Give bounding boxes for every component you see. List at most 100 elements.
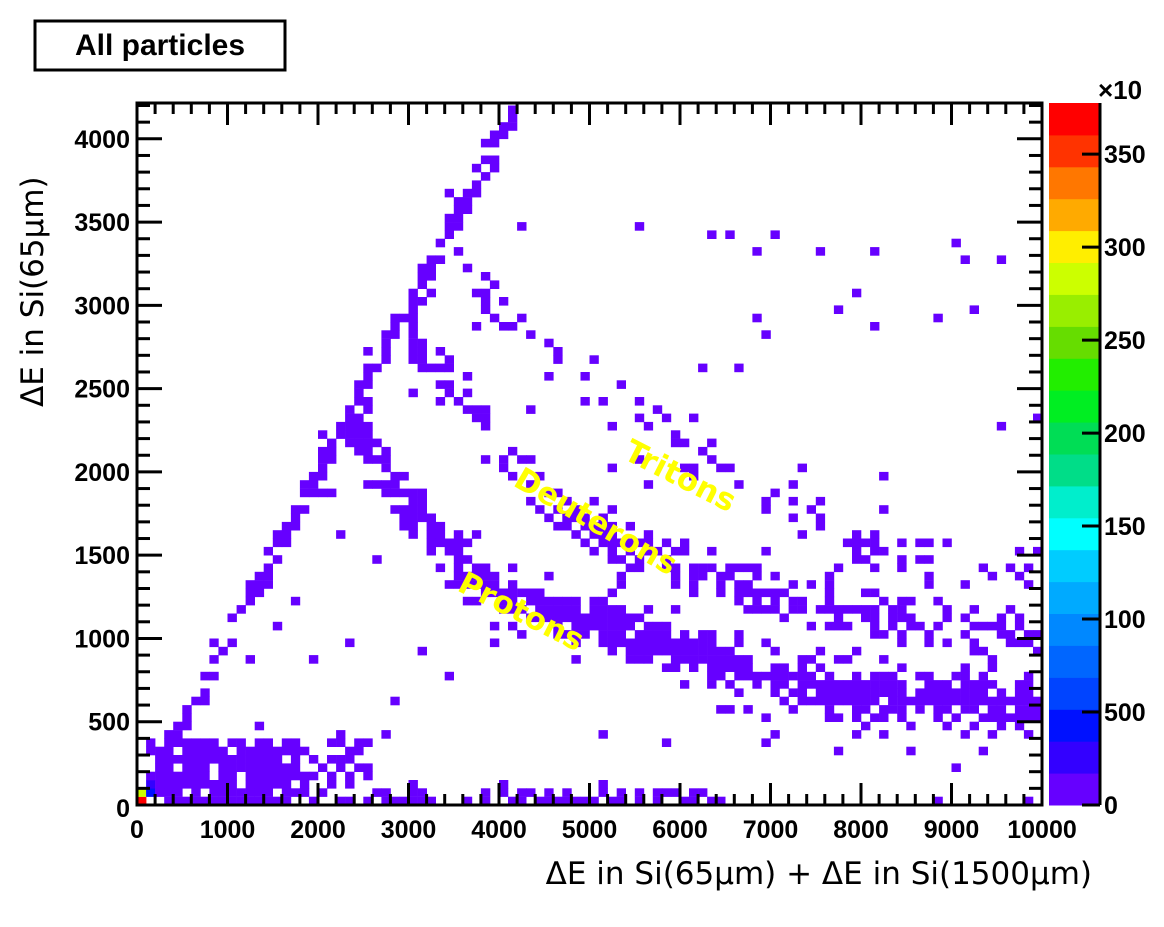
histogram-cell [734,688,744,697]
histogram-cell [698,563,708,573]
histogram-cell [308,771,319,781]
histogram-cell [598,538,608,548]
histogram-cell [318,430,328,439]
histogram-cell [661,413,672,423]
histogram-cell [833,680,844,689]
histogram-cell [218,771,228,781]
histogram-cell [788,513,798,523]
histogram-cell [571,621,581,631]
histogram-cell [218,755,228,764]
histogram-cell [489,571,500,581]
histogram-cell [888,671,898,681]
histogram-cell [254,763,265,772]
histogram-cell [245,788,255,797]
histogram-cell [589,796,599,806]
histogram-cell [598,513,608,523]
histogram-cell [707,655,717,664]
histogram-cell [381,788,391,797]
histogram-cell [290,788,301,797]
histogram-cell [607,555,617,564]
histogram-cell [562,596,572,606]
histogram-cell [408,780,418,789]
histogram-cell [598,596,608,606]
histogram-cell [254,771,265,781]
histogram-cell [508,471,518,481]
histogram-cell [544,596,554,606]
histogram-cell [345,755,355,764]
histogram-cell [996,713,1007,722]
histogram-cell [725,571,735,581]
histogram-cell [924,555,934,564]
histogram-cell [363,397,373,406]
histogram-cell [960,255,970,264]
histogram-cell [770,671,780,681]
histogram-cell [743,671,753,681]
histogram-cell [1033,546,1043,556]
histogram-cell [399,471,409,481]
histogram-cell [227,780,237,789]
histogram-cell [489,163,500,173]
histogram-cell [779,588,789,598]
histogram-cell [616,605,626,614]
histogram-cell [336,796,346,806]
histogram-cell [254,580,265,589]
histogram-cell [969,621,979,631]
histogram-cell [517,455,527,464]
histogram-cell [345,780,355,789]
histogram-cell [734,655,744,664]
histogram-cell [824,621,835,631]
histogram-cell [698,446,708,456]
histogram-cell [318,488,328,498]
histogram-cell [842,538,853,548]
histogram-cell [408,505,418,514]
histogram-cell [897,688,907,697]
histogram-cell [245,580,255,589]
histogram-cell [643,646,654,656]
histogram-cell [752,680,762,689]
histogram-cell [381,446,391,456]
histogram-cell [299,746,310,756]
histogram-cell [345,796,355,806]
histogram-cell [716,705,726,714]
histogram-cell [408,288,418,298]
histogram-cell [1014,696,1025,706]
histogram-cell [852,688,862,697]
histogram-cell [508,796,518,806]
histogram-cell [200,771,210,781]
histogram-cell [499,596,509,606]
histogram-cell [969,646,979,656]
histogram-cell [245,771,255,781]
histogram-cell [435,530,446,539]
histogram-cell [155,755,165,764]
histogram-cell [897,638,907,648]
histogram-cell [245,796,255,806]
histogram-cell [227,613,237,623]
histogram-cell [245,763,255,772]
histogram-cell [752,563,762,573]
histogram-cell [435,563,446,573]
histogram-cell [770,596,780,606]
histogram-cell [254,746,265,756]
histogram-cell [607,638,617,648]
histogram-cell [318,763,328,772]
histogram-cell [734,563,744,573]
histogram-cell [589,530,599,539]
histogram-cell [1014,638,1025,648]
colorbar-level [1049,549,1100,583]
histogram-cell [263,546,273,556]
histogram-cell [191,738,201,747]
histogram-cell [689,571,699,581]
histogram-cell [634,455,645,464]
histogram-cell [942,638,952,648]
histogram-cell [453,213,464,223]
histogram-cell [870,630,880,639]
histogram-cell [842,688,853,697]
histogram-cell [553,521,563,531]
histogram-cell [155,771,165,781]
histogram-cell [544,788,554,797]
histogram-cell [987,696,998,706]
histogram-cell [408,313,418,323]
histogram-cell [209,796,219,806]
histogram-cell [607,796,617,806]
histogram-cell [1033,630,1043,639]
